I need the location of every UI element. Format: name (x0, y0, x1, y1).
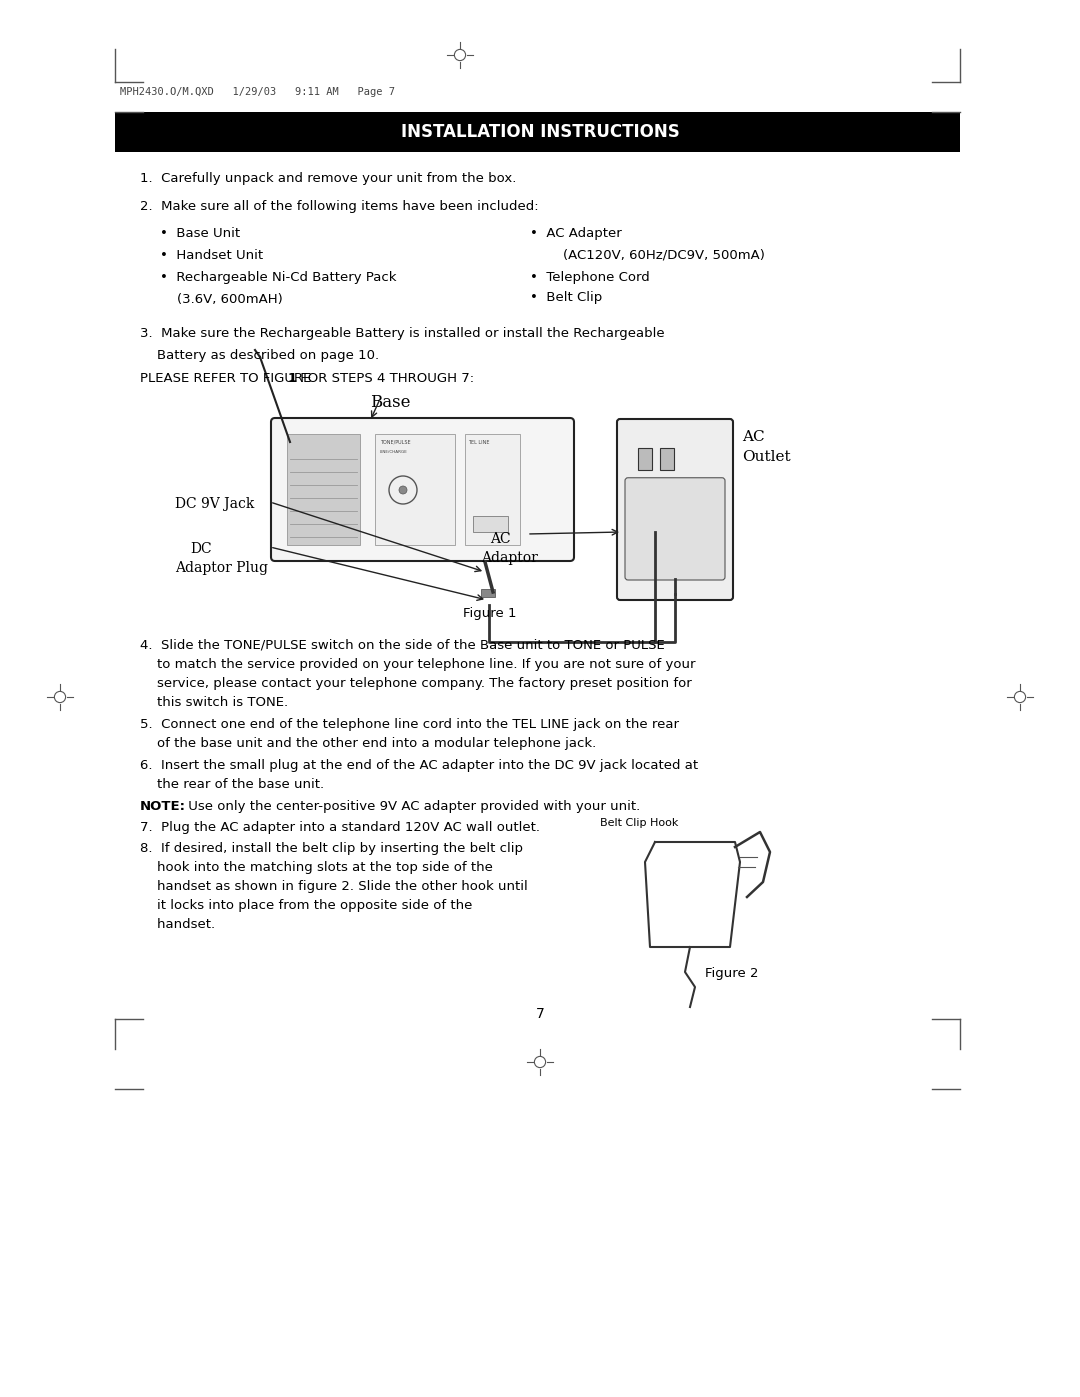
Text: of the base unit and the other end into a modular telephone jack.: of the base unit and the other end into … (140, 738, 596, 750)
Text: •  AC Adapter: • AC Adapter (530, 226, 622, 240)
Bar (114, 112, 960, 152)
Text: 7.  Plug the AC adapter into a standard 120V AC wall outlet.: 7. Plug the AC adapter into a standard 1… (140, 821, 540, 834)
Text: Outlet: Outlet (742, 450, 791, 464)
Text: Base: Base (369, 394, 410, 411)
Bar (660, 448, 674, 469)
Bar (375, 434, 455, 545)
Text: hook into the matching slots at the top side of the: hook into the matching slots at the top … (140, 861, 492, 875)
Text: DC 9V Jack: DC 9V Jack (175, 497, 255, 511)
Bar (638, 448, 652, 469)
Text: (AC120V, 60Hz/DC9V, 500mA): (AC120V, 60Hz/DC9V, 500mA) (546, 249, 765, 263)
Text: Figure 1: Figure 1 (463, 608, 516, 620)
Text: 6.  Insert the small plug at the end of the AC adapter into the DC 9V jack locat: 6. Insert the small plug at the end of t… (140, 759, 698, 773)
FancyBboxPatch shape (271, 418, 573, 562)
Text: AC: AC (490, 532, 511, 546)
Text: service, please contact your telephone company. The factory preset position for: service, please contact your telephone c… (140, 678, 692, 690)
Text: 8.  If desired, install the belt clip by inserting the belt clip: 8. If desired, install the belt clip by … (140, 842, 523, 855)
Text: PLEASE REFER TO FIGURE: PLEASE REFER TO FIGURE (140, 372, 315, 386)
Text: TEL LINE: TEL LINE (468, 440, 489, 446)
Text: Belt Clip Hook: Belt Clip Hook (600, 819, 678, 828)
Text: NOTE:: NOTE: (140, 800, 186, 813)
Bar (481, 590, 495, 597)
Text: •  Telephone Cord: • Telephone Cord (530, 271, 650, 284)
Text: handset.: handset. (140, 918, 215, 930)
Text: Adaptor Plug: Adaptor Plug (175, 562, 268, 576)
Text: 4.  Slide the TONE/PULSE switch on the side of the Base unit to TONE or PULSE: 4. Slide the TONE/PULSE switch on the si… (140, 638, 665, 652)
Text: •  Belt Clip: • Belt Clip (530, 291, 603, 305)
Text: the rear of the base unit.: the rear of the base unit. (140, 778, 324, 791)
Text: (3.6V, 600mAH): (3.6V, 600mAH) (160, 293, 283, 306)
Text: LINE/CHARGE: LINE/CHARGE (380, 450, 408, 454)
Text: 7: 7 (536, 1007, 544, 1021)
Text: 2.  Make sure all of the following items have been included:: 2. Make sure all of the following items … (140, 200, 539, 212)
Text: FOR STEPS 4 THROUGH 7:: FOR STEPS 4 THROUGH 7: (296, 372, 474, 386)
Text: 3.  Make sure the Rechargeable Battery is installed or install the Rechargeable: 3. Make sure the Rechargeable Battery is… (140, 327, 664, 339)
Text: it locks into place from the opposite side of the: it locks into place from the opposite si… (140, 900, 472, 912)
Text: Adaptor: Adaptor (481, 550, 538, 564)
Text: this switch is TONE.: this switch is TONE. (140, 696, 288, 710)
Text: Figure 2: Figure 2 (705, 967, 758, 981)
FancyBboxPatch shape (617, 419, 733, 599)
Text: Battery as described on page 10.: Battery as described on page 10. (140, 349, 379, 362)
Text: •  Rechargeable Ni-Cd Battery Pack: • Rechargeable Ni-Cd Battery Pack (160, 271, 396, 284)
Circle shape (399, 486, 407, 495)
Text: •  Base Unit: • Base Unit (160, 226, 240, 240)
Text: 5.  Connect one end of the telephone line cord into the TEL LINE jack on the rea: 5. Connect one end of the telephone line… (140, 718, 679, 731)
Text: to match the service provided on your telephone line. If you are not sure of you: to match the service provided on your te… (140, 658, 696, 671)
Bar (473, 515, 508, 532)
Text: handset as shown in figure 2. Slide the other hook until: handset as shown in figure 2. Slide the … (140, 880, 528, 893)
Text: TONE/PULSE: TONE/PULSE (380, 440, 410, 446)
Text: 1: 1 (288, 372, 297, 386)
Text: 1.  Carefully unpack and remove your unit from the box.: 1. Carefully unpack and remove your unit… (140, 172, 516, 184)
Text: MPH2430.O/M.QXD   1/29/03   9:11 AM   Page 7: MPH2430.O/M.QXD 1/29/03 9:11 AM Page 7 (120, 87, 395, 96)
FancyBboxPatch shape (625, 478, 725, 580)
Bar (287, 434, 360, 545)
Text: •  Handset Unit: • Handset Unit (160, 249, 264, 263)
Text: Use only the center-positive 9V AC adapter provided with your unit.: Use only the center-positive 9V AC adapt… (184, 800, 640, 813)
Bar (465, 434, 519, 545)
Text: AC: AC (742, 430, 765, 444)
Text: INSTALLATION INSTRUCTIONS: INSTALLATION INSTRUCTIONS (401, 123, 679, 141)
Text: DC: DC (190, 542, 212, 556)
